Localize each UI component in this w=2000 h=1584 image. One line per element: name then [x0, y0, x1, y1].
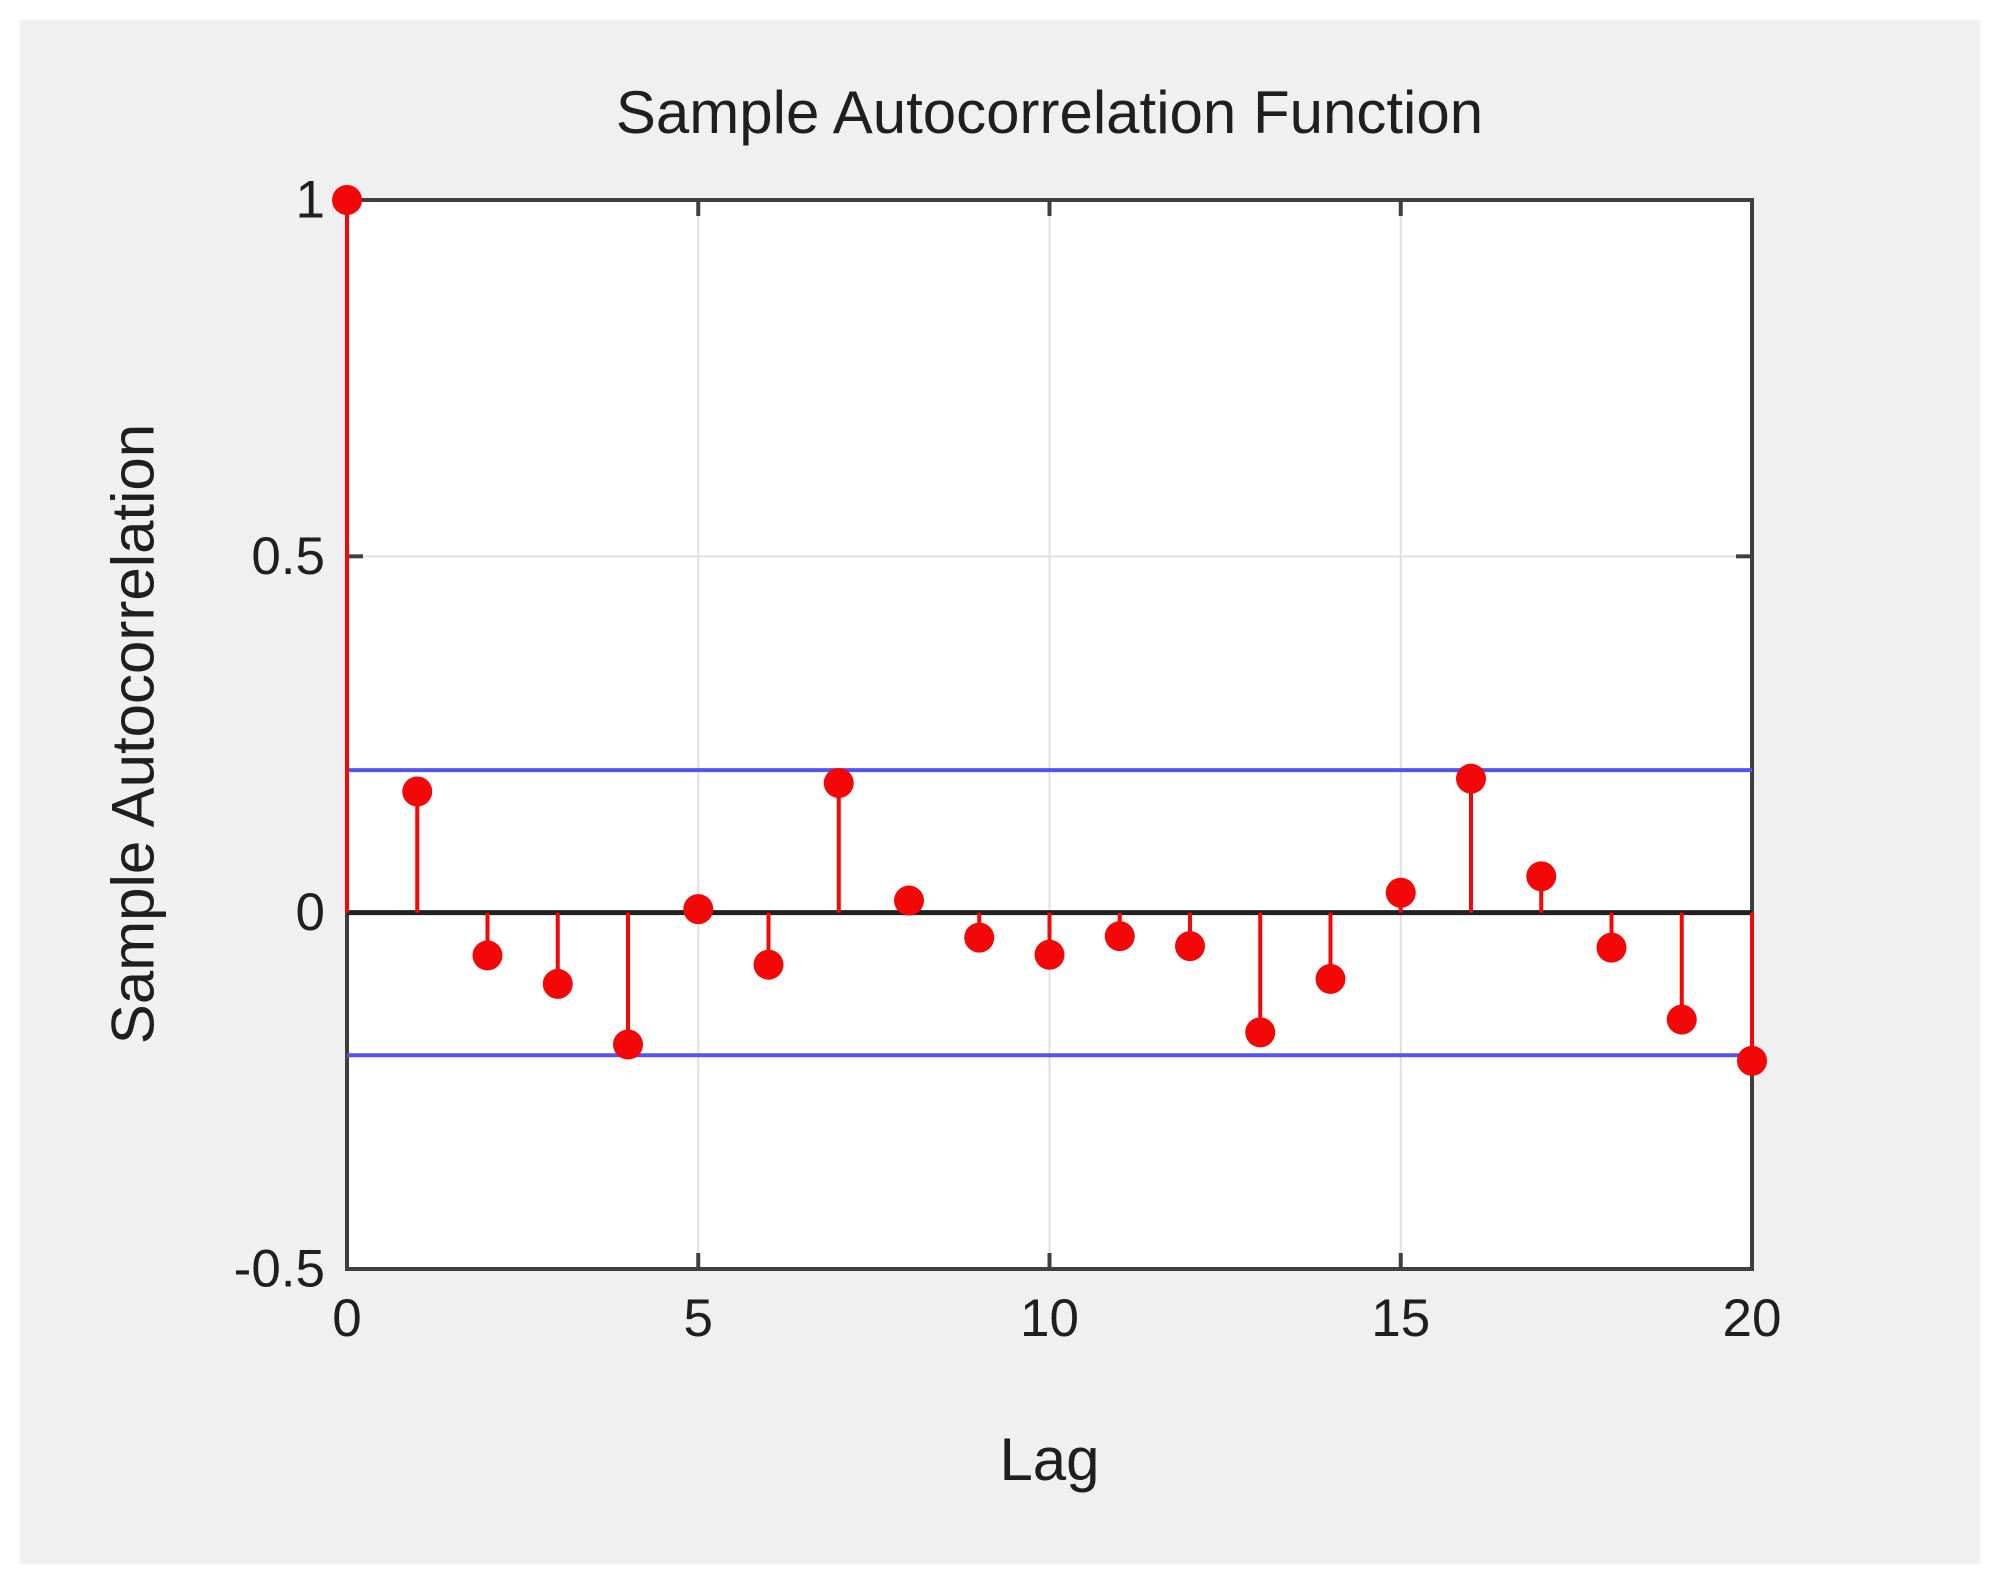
y-tick-label: 0.5: [251, 527, 325, 586]
chart-title: Sample Autocorrelation Function: [615, 79, 1484, 146]
stem-marker: [823, 767, 854, 798]
stem-marker: [472, 940, 503, 971]
stem-marker: [1175, 931, 1205, 962]
stem-marker: [683, 894, 714, 925]
x-tick-label: 20: [1723, 1289, 1782, 1348]
y-tick-label: -0.5: [234, 1240, 325, 1299]
stem-marker: [964, 922, 995, 953]
stem-marker: [894, 885, 924, 916]
stem-marker: [1666, 1004, 1697, 1035]
x-tick-label: 5: [684, 1289, 713, 1348]
stem-marker: [753, 949, 784, 980]
stem-marker: [542, 968, 573, 999]
stem-marker: [1034, 939, 1065, 970]
stem-marker: [1456, 763, 1486, 794]
stem-marker: [1245, 1017, 1276, 1048]
stem-marker: [1315, 963, 1346, 994]
stem-marker: [1526, 861, 1557, 892]
y-tick-label: 0: [296, 883, 325, 942]
x-tick-label: 0: [332, 1289, 361, 1348]
stem-marker: [402, 776, 433, 807]
y-tick-label: 1: [296, 171, 325, 230]
stem-marker: [332, 185, 362, 215]
stem-marker: [613, 1029, 643, 1060]
stem-marker: [1385, 877, 1416, 908]
stem-marker: [1104, 921, 1135, 952]
stem-marker: [1596, 932, 1627, 963]
stem-marker: [1737, 1045, 1767, 1076]
x-tick-label: 15: [1371, 1289, 1430, 1348]
x-axis-label: Lag: [999, 1426, 1100, 1493]
x-tick-label: 10: [1020, 1289, 1079, 1348]
